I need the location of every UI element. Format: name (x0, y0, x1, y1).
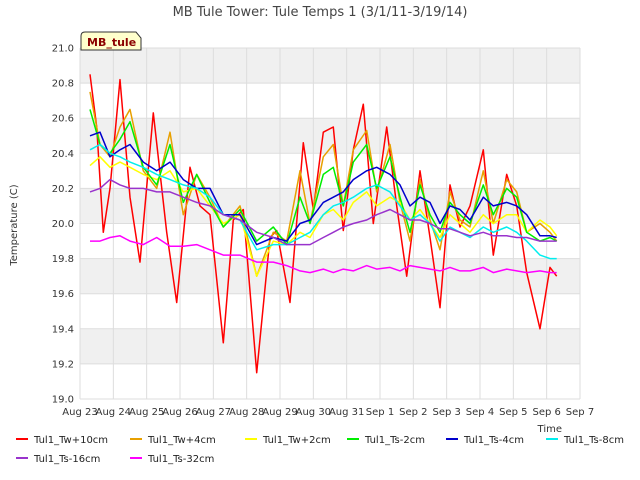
x-tick-label: Aug 28 (229, 407, 264, 418)
series-line-Tul1_Ts-2cm (89, 109, 558, 246)
plot-band (80, 258, 580, 294)
y-tick-label: 20.4 (52, 149, 74, 160)
plot-band (80, 48, 580, 84)
x-tick-label: Sep 5 (499, 407, 527, 418)
series-lines (89, 74, 558, 374)
legend-label: Tul1_Ts-8cm (563, 435, 624, 446)
y-tick-label: 21.0 (52, 44, 74, 55)
series-line-Tul1_Tw+2cm (89, 156, 558, 277)
legend-label: Tul1_Tw+10cm (33, 435, 108, 446)
x-tick-label: Sep 6 (532, 407, 560, 418)
x-tick-label: Aug 25 (129, 407, 164, 418)
y-axis-ticks: 19.0 19.2 19.4 19.6 19.8 20.0 20.2 20.4 20.6 20.8… (52, 44, 74, 406)
legend-label: Tul1_Ts-16cm (33, 454, 100, 465)
y-axis-label: Temperature (C) (9, 184, 20, 266)
x-axis-label: Time (537, 424, 562, 435)
x-tick-label: Aug 24 (96, 407, 131, 418)
y-tick-label: 20.0 (52, 219, 74, 230)
legend-label: Tul1_Ts-4cm (463, 435, 524, 446)
gridlines (79, 47, 581, 400)
x-tick-label: Aug 23 (62, 407, 97, 418)
x-tick-label: Sep 2 (399, 407, 427, 418)
y-tick-label: 20.8 (52, 79, 74, 90)
y-tick-label: 19.2 (52, 359, 74, 370)
x-tick-label: Sep 3 (432, 407, 460, 418)
y-tick-label: 19.8 (52, 254, 74, 265)
legend-label: Tul1_Ts-32cm (147, 454, 214, 465)
y-tick-label: 20.2 (52, 184, 74, 195)
x-tick-label: Aug 31 (329, 407, 364, 418)
series-line-Tul1_Ts-16cm (89, 178, 557, 246)
legend-label: Tul1_Tw+4cm (147, 435, 216, 446)
x-tick-label: Sep 1 (366, 407, 394, 418)
y-tick-label: 19.4 (52, 324, 74, 335)
x-tick-label: Sep 7 (566, 407, 594, 418)
x-tick-label: Aug 27 (196, 407, 231, 418)
series-line-Tul1_Ts-32cm (90, 235, 557, 274)
plot-band (80, 328, 580, 364)
badge-shape (80, 31, 142, 51)
series-line-Tul1_Ts-4cm (89, 131, 557, 246)
legend-label: Tul1_Ts-2cm (364, 435, 425, 446)
site-badge-label: MB_tule (87, 36, 136, 49)
x-tick-label: Aug 26 (162, 407, 197, 418)
x-tick-label: Sep 4 (466, 407, 494, 418)
series-line-Tul1_Ts-8cm (89, 143, 557, 260)
legend: Tul1_Tw+10cm Tul1_Tw+4cm Tul1_Tw+2cm Tul1_T… (16, 435, 624, 465)
x-tick-label: Aug 30 (296, 407, 331, 418)
site-badge: MB_tule (80, 31, 142, 51)
plot-band (80, 188, 580, 224)
series-line-Tul1_Tw+10cm (89, 74, 558, 374)
chart-title: MB Tule Tower: Tule Temps 1 (3/1/11-3/19… (173, 5, 468, 20)
y-tick-label: 19.6 (52, 289, 74, 300)
x-tick-label: Aug 29 (262, 407, 297, 418)
y-tick-label: 19.0 (52, 395, 74, 406)
y-tick-label: 20.6 (52, 114, 74, 125)
legend-label: Tul1_Tw+2cm (262, 435, 331, 446)
